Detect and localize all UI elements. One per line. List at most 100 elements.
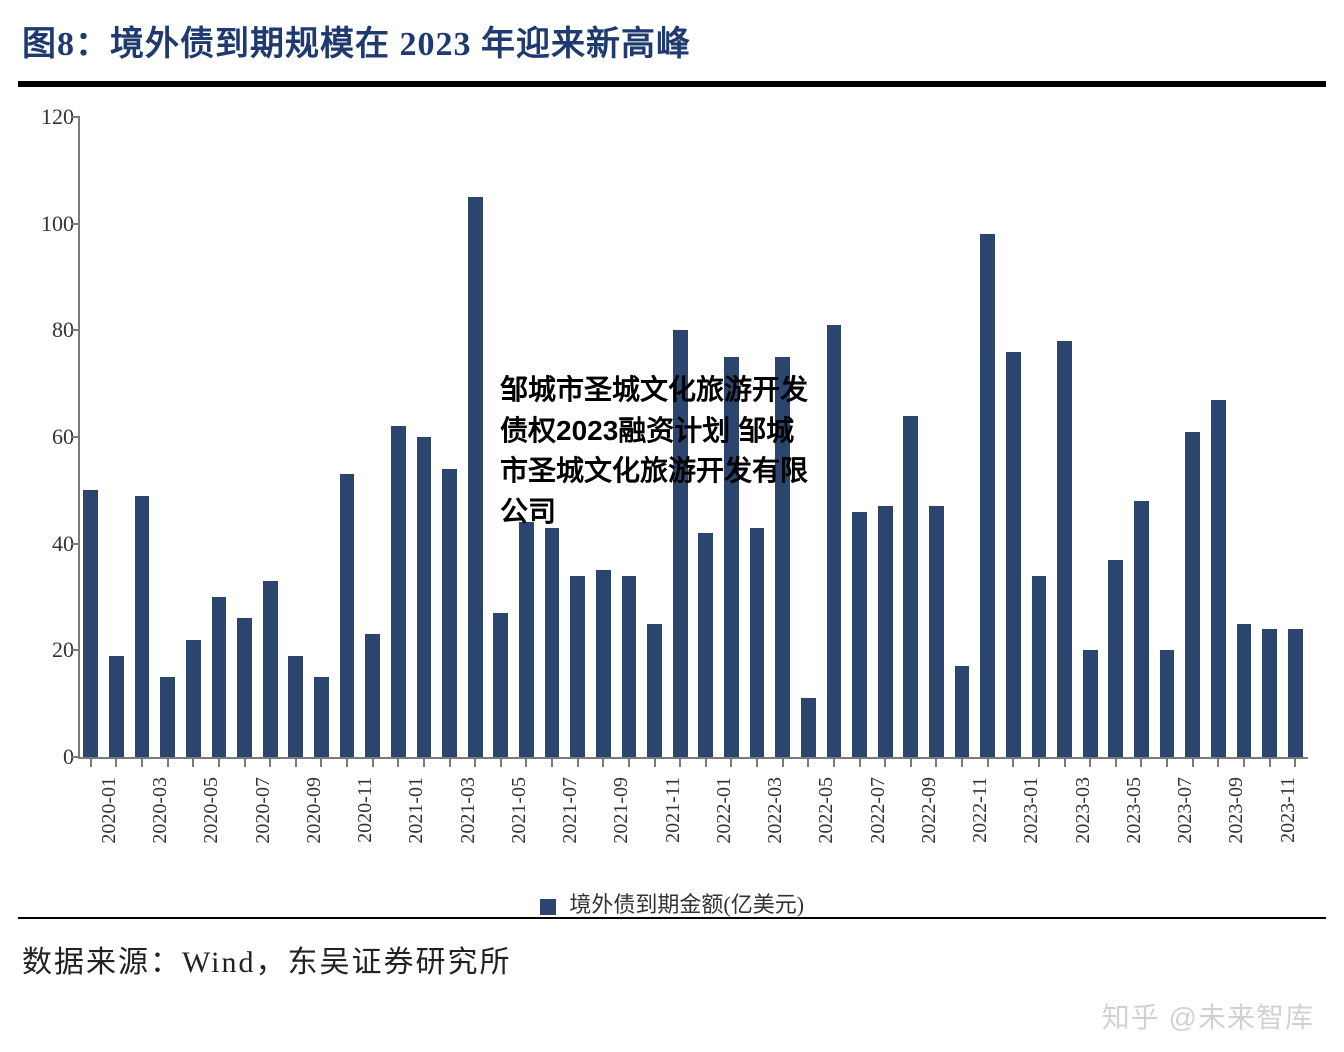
bar — [1262, 629, 1277, 757]
y-tick-label: 80 — [14, 317, 74, 343]
bar — [570, 576, 585, 757]
bar — [1057, 341, 1072, 757]
x-tick-label: 2022-09 — [918, 777, 941, 844]
x-tick — [320, 759, 322, 767]
x-tick — [1089, 759, 1091, 767]
x-tick — [346, 759, 348, 767]
x-tick — [1192, 759, 1194, 767]
bar — [1185, 432, 1200, 757]
x-tick-label: 2023-01 — [1020, 777, 1043, 844]
x-tick-label: 2022-01 — [713, 777, 736, 844]
bar — [980, 234, 995, 757]
x-tick — [269, 759, 271, 767]
bar — [1288, 629, 1303, 757]
x-tick — [961, 759, 963, 767]
y-tick-label: 100 — [14, 211, 74, 237]
x-tick — [910, 759, 912, 767]
bar — [750, 528, 765, 757]
data-source: 数据来源：Wind，东吴证券研究所 — [18, 919, 1326, 987]
x-tick — [372, 759, 374, 767]
y-tick-label: 0 — [14, 744, 74, 770]
x-tick-label: 2021-03 — [457, 777, 480, 844]
x-tick-label: 2023-05 — [1123, 777, 1146, 844]
x-tick — [654, 759, 656, 767]
x-tick — [756, 759, 758, 767]
x-tick-label: 2020-11 — [354, 777, 377, 843]
x-tick-label: 2023-09 — [1225, 777, 1248, 844]
bar — [827, 325, 842, 757]
x-tick — [602, 759, 604, 767]
x-tick — [551, 759, 553, 767]
bar — [852, 512, 867, 757]
x-tick — [705, 759, 707, 767]
x-tick-label: 2020-01 — [98, 777, 121, 844]
bar — [596, 570, 611, 757]
bar — [417, 437, 432, 757]
bar — [493, 613, 508, 757]
x-tick — [730, 759, 732, 767]
y-tick-label: 20 — [14, 637, 74, 663]
bar — [903, 416, 918, 757]
y-tick — [71, 649, 80, 651]
x-tick — [141, 759, 143, 767]
bar — [391, 426, 406, 757]
x-tick — [1140, 759, 1142, 767]
x-tick — [397, 759, 399, 767]
y-tick-label: 60 — [14, 424, 74, 450]
bar — [237, 618, 252, 757]
bar — [622, 576, 637, 757]
x-tick — [1012, 759, 1014, 767]
x-tick-label: 2022-03 — [764, 777, 787, 844]
x-tick-label: 2020-05 — [200, 777, 223, 844]
x-tick — [244, 759, 246, 767]
bar — [698, 533, 713, 757]
bar — [878, 506, 893, 757]
bar — [1160, 650, 1175, 757]
bar — [340, 474, 355, 757]
x-tick-label: 2021-11 — [662, 777, 685, 843]
x-tick — [1166, 759, 1168, 767]
bar — [1006, 352, 1021, 757]
bar — [263, 581, 278, 757]
bar — [1083, 650, 1098, 757]
y-tick — [71, 116, 80, 118]
bar — [647, 624, 662, 757]
x-tick-label: 2021-07 — [559, 777, 582, 844]
x-tick — [1243, 759, 1245, 767]
bar — [212, 597, 227, 757]
x-tick — [577, 759, 579, 767]
x-tick — [807, 759, 809, 767]
x-tick — [449, 759, 451, 767]
bar — [288, 656, 303, 757]
legend-swatch — [540, 899, 556, 915]
bar — [955, 666, 970, 757]
bar — [160, 677, 175, 757]
y-tick-label: 40 — [14, 531, 74, 557]
x-tick-label: 2020-09 — [303, 777, 326, 844]
bar — [519, 522, 534, 757]
chart-title: 图8：境外债到期规模在 2023 年迎来新高峰 — [18, 10, 1326, 81]
x-tick — [167, 759, 169, 767]
x-tick — [1064, 759, 1066, 767]
x-tick — [859, 759, 861, 767]
bar — [1237, 624, 1252, 757]
y-tick — [71, 329, 80, 331]
y-tick — [71, 436, 80, 438]
x-tick — [628, 759, 630, 767]
x-tick — [90, 759, 92, 767]
bar — [801, 698, 816, 757]
overlay-watermark-text: 邹城市圣城文化旅游开发债权2023融资计划 邹城市圣城文化旅游开发有限公司 — [500, 370, 820, 532]
x-tick-label: 2020-03 — [149, 777, 172, 844]
x-tick — [1115, 759, 1117, 767]
x-tick — [218, 759, 220, 767]
y-tick — [71, 543, 80, 545]
bar — [1108, 560, 1123, 757]
bar — [314, 677, 329, 757]
x-tick — [935, 759, 937, 767]
x-tick — [833, 759, 835, 767]
bar — [109, 656, 124, 757]
x-tick — [525, 759, 527, 767]
bar — [1032, 576, 1047, 757]
x-tick-label: 2021-05 — [508, 777, 531, 844]
bar — [545, 528, 560, 757]
